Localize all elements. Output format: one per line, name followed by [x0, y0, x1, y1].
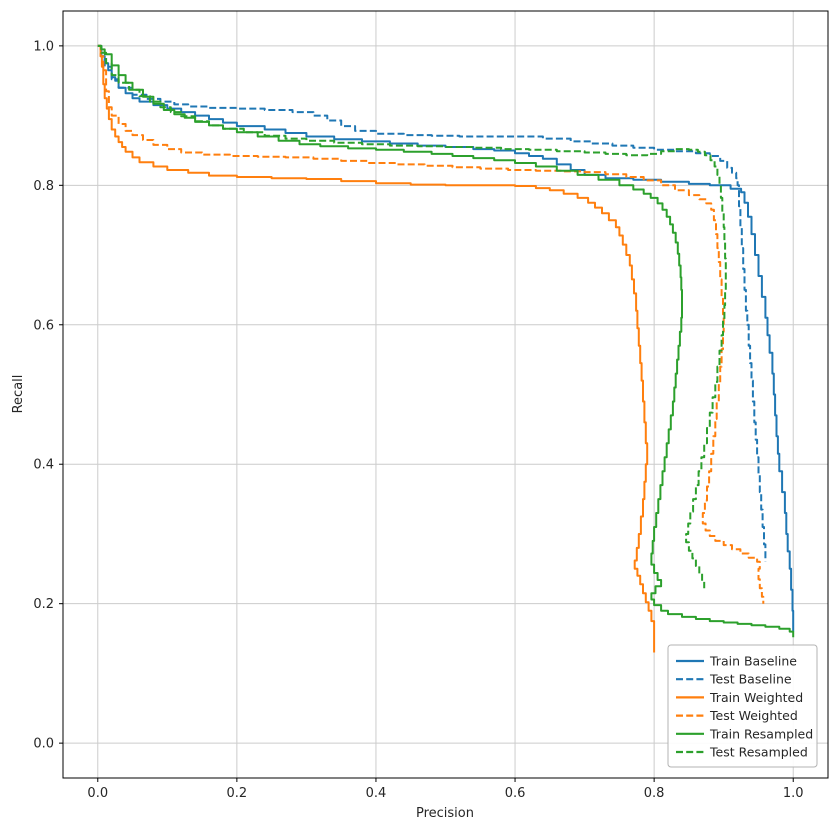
y-tick-label: 0.0 [33, 737, 54, 752]
axes-layer [62, 10, 829, 779]
series-test-resampled [97, 44, 727, 589]
y-tick-label: 0.4 [33, 458, 54, 473]
series-train-weighted [97, 44, 656, 653]
legend-label-test-baseline: Test Baseline [709, 672, 792, 687]
legend-box [667, 644, 818, 768]
y-tick-label: 0.6 [33, 318, 54, 333]
legend-label-train-weighted: Train Weighted [709, 690, 803, 705]
ticks-layer: 0.0 0.2 0.4 0.6 0.8 1.0 0.0 0.2 0.4 0.6 0.8 1.0 [33, 39, 803, 801]
legend-label-train-baseline: Train Baseline [709, 654, 797, 669]
axes-spines [62, 10, 829, 779]
x-tick-label: 0.2 [227, 786, 248, 801]
series-test-weighted [97, 44, 765, 604]
y-tick-label: 0.8 [33, 179, 54, 194]
legend-label-test-weighted: Test Weighted [709, 708, 798, 723]
series-layer [97, 44, 795, 653]
x-tick-label: 1.0 [783, 786, 804, 801]
x-tick-label: 0.0 [87, 786, 108, 801]
x-tick-label: 0.4 [366, 786, 387, 801]
legend: Train Baseline Test Baseline Train Weighte… [667, 644, 818, 768]
x-tick-label: 0.8 [644, 786, 665, 801]
legend-label-test-resampled: Test Resampled [709, 745, 808, 760]
y-tick-label: 0.2 [33, 597, 54, 612]
series-test-baseline [97, 44, 767, 562]
y-tick-label: 1.0 [33, 39, 54, 54]
x-tick-label: 0.6 [505, 786, 526, 801]
y-axis-label: Recall [11, 375, 26, 414]
x-axis-label: Precision [416, 806, 474, 821]
legend-label-train-resampled: Train Resampled [709, 726, 813, 741]
